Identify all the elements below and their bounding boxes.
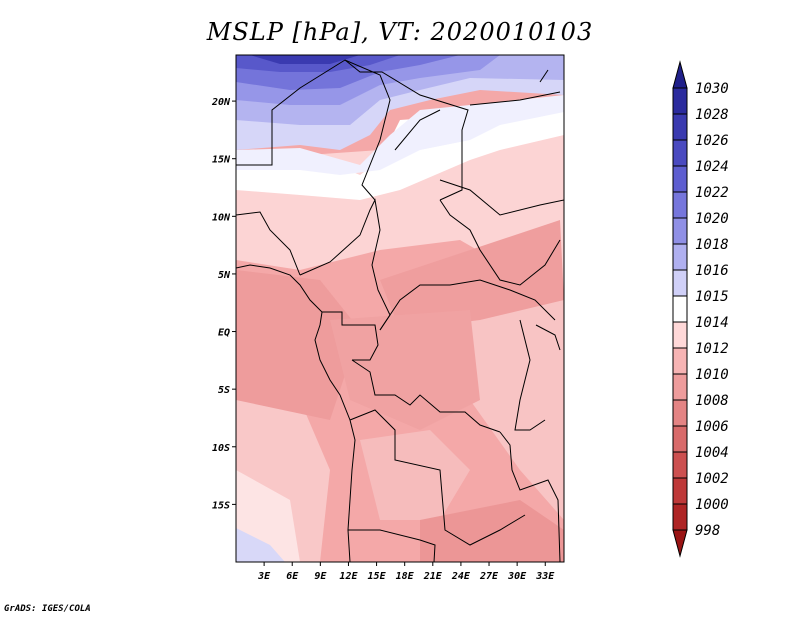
colorbar-label: 1008 xyxy=(695,393,729,409)
lon-tick-label: 9E xyxy=(314,571,327,582)
lon-tick-label: 15E xyxy=(368,571,387,582)
colorbar-label: 1020 xyxy=(695,211,729,227)
colorbar-swatch xyxy=(672,87,688,115)
colorbar-label: 1028 xyxy=(695,107,729,123)
colorbar-label: 1006 xyxy=(695,419,729,435)
colorbar-swatch xyxy=(672,295,688,323)
colorbar-label: 1026 xyxy=(695,133,729,149)
lat-tick-label: 20N xyxy=(211,97,231,108)
colorbar: 1030 1028 1026 1024 1022 1020 1018 1016 1015 1014… xyxy=(672,60,729,558)
map-frame xyxy=(235,54,565,563)
colorbar-swatch xyxy=(672,451,688,479)
colorbar-swatch xyxy=(672,503,688,531)
colorbar-swatch xyxy=(672,321,688,349)
colorbar-top-arrow xyxy=(672,60,688,89)
lon-tick-label: 27E xyxy=(479,571,499,582)
colorbar-swatch xyxy=(672,165,688,193)
colorbar-label: 1015 xyxy=(695,289,729,305)
lon-tick-label: 21E xyxy=(423,571,443,582)
lon-tick-label: 24E xyxy=(451,571,471,582)
grads-credit: GrADS: IGES/COLA xyxy=(4,604,91,614)
colorbar-label: 1012 xyxy=(695,341,729,357)
colorbar-label: 1014 xyxy=(695,315,729,331)
lon-tick-label: 6E xyxy=(286,571,299,582)
colorbar-label: 1004 xyxy=(695,445,729,461)
colorbar-swatch xyxy=(672,477,688,505)
colorbar-bottom-arrow xyxy=(672,529,688,558)
lon-tick-label: 3E xyxy=(257,571,271,582)
colorbar-label: 1022 xyxy=(695,185,729,201)
colorbar-label: 1000 xyxy=(695,497,729,513)
colorbar-swatch xyxy=(672,347,688,375)
lat-tick-label: 5N xyxy=(218,270,231,281)
lon-tick-label: 30E xyxy=(507,571,527,582)
latitude-axis: 20N 15N 10N 5N EQ 5S 10S 15S xyxy=(211,97,236,511)
lon-tick-label: 18E xyxy=(396,571,415,582)
colorbar-label: 1030 xyxy=(695,81,729,97)
lat-tick-label: 15N xyxy=(212,155,231,166)
lat-tick-label: 15S xyxy=(212,500,230,511)
lon-tick-label: 33E xyxy=(535,571,555,582)
colorbar-swatch xyxy=(672,269,688,297)
colorbar-label: 1010 xyxy=(695,367,729,383)
colorbar-swatch xyxy=(672,373,688,401)
colorbar-swatch xyxy=(672,217,688,245)
colorbar-label: 998 xyxy=(695,523,720,539)
lat-tick-label: 10S xyxy=(212,443,230,454)
colorbar-swatch xyxy=(672,139,688,167)
map-title: MSLP [hPa], VT: 2020010103 xyxy=(206,18,594,46)
pressure-field xyxy=(236,55,564,562)
longitude-axis: 3E 6E 9E 12E 15E 18E 21E 24E 27E 30E 33E xyxy=(257,562,555,582)
colorbar-label: 1002 xyxy=(695,471,729,487)
lon-tick-label: 12E xyxy=(339,571,358,582)
lat-tick-label: 5S xyxy=(218,385,230,396)
lat-tick-label: 10N xyxy=(212,212,231,223)
colorbar-swatch xyxy=(672,425,688,453)
colorbar-swatch xyxy=(672,191,688,219)
colorbar-label: 1024 xyxy=(695,159,729,175)
colorbar-swatch xyxy=(672,399,688,427)
colorbar-swatch xyxy=(672,113,688,141)
country-borders xyxy=(236,59,564,562)
colorbar-label: 1016 xyxy=(695,263,729,279)
lat-tick-label: EQ xyxy=(218,328,230,339)
colorbar-label: 1018 xyxy=(695,237,729,253)
colorbar-swatch xyxy=(672,243,688,271)
